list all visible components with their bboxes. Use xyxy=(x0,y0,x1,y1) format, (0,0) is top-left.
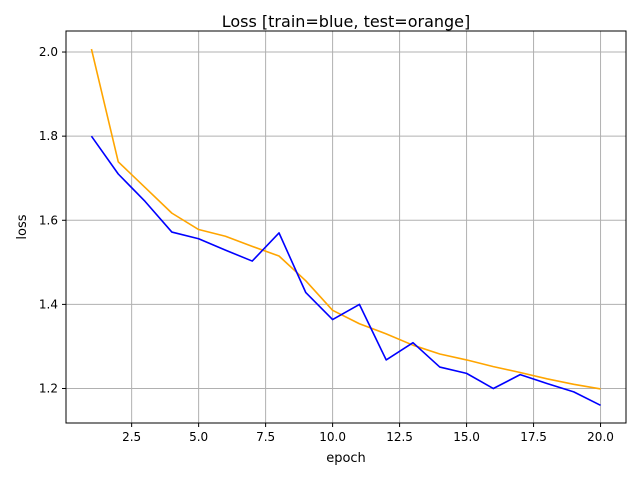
y-axis-label: loss xyxy=(15,214,30,239)
x-tick-label: 5.0 xyxy=(189,430,208,444)
chart-title: Loss [train=blue, test=orange] xyxy=(222,12,471,31)
y-tick-label: 2.0 xyxy=(39,45,58,59)
grid xyxy=(66,31,626,423)
x-tick-label: 10.0 xyxy=(319,430,346,444)
x-tick-label: 2.5 xyxy=(122,430,141,444)
y-tick-label: 1.6 xyxy=(39,213,58,227)
x-axis-label: epoch xyxy=(326,451,366,466)
series-lines xyxy=(90,48,601,407)
x-tick-label: 15.0 xyxy=(453,430,480,444)
ticks: 2.5 5.0 7.5 10.0 12.5 15.0 17.5 20.0 1.2 1.4 1.6 1.… xyxy=(39,45,614,444)
y-tick-label: 1.2 xyxy=(39,382,58,396)
x-tick-label: 20.0 xyxy=(587,430,614,444)
y-tick-label: 1.4 xyxy=(39,297,58,311)
test-loss-line xyxy=(90,48,601,390)
y-tick-label: 1.8 xyxy=(39,129,58,143)
train-loss-line xyxy=(90,135,601,407)
x-tick-label: 12.5 xyxy=(386,430,413,444)
x-tick-label: 17.5 xyxy=(520,430,547,444)
plot-frame xyxy=(65,30,627,424)
x-tick-label: 7.5 xyxy=(256,430,275,444)
